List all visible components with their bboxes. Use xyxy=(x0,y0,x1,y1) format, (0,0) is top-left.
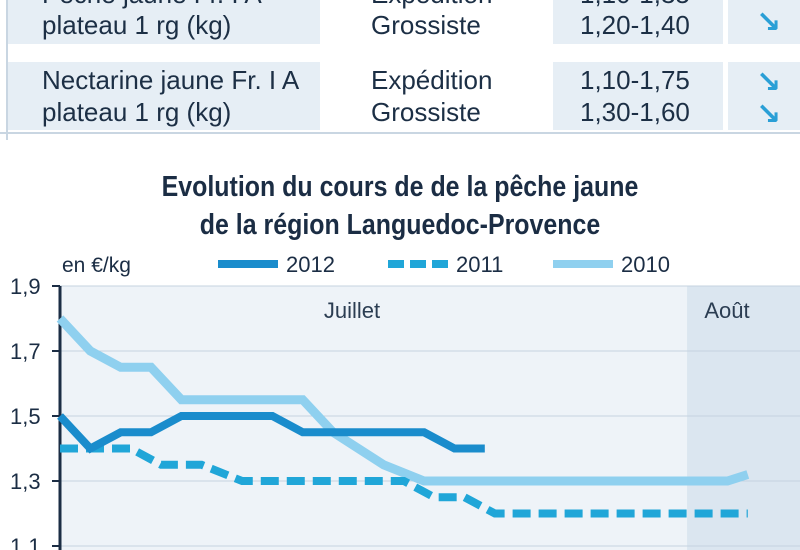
period-label: Juillet xyxy=(324,298,380,323)
price-range: 1,10-1,75 xyxy=(580,65,690,95)
y-tick-label: 1,9 xyxy=(10,274,41,299)
price-range: 1,10-1,35 xyxy=(580,0,690,10)
y-tick-label: 1,3 xyxy=(10,469,41,494)
series-lines xyxy=(56,315,750,518)
row-trend-band xyxy=(728,0,800,44)
period-bands: Juillet Août xyxy=(60,286,800,550)
row-price-band xyxy=(553,62,723,130)
series-line-2012 xyxy=(57,412,485,454)
price-range: 1,30-1,60 xyxy=(580,97,690,127)
price-evolution-chart: Juillet Août 1,91,71,51,31,1en €/kg 2012 2… xyxy=(10,252,800,550)
legend-label-2011: 2011 xyxy=(456,252,503,277)
legend: 2012 2011 2010 xyxy=(218,252,670,277)
price-table: Pêche jaune Fr. I A plateau 1 rg (kg) Ex… xyxy=(0,0,800,140)
down-right-arrow-icon: ↘ xyxy=(756,98,782,131)
table-left-border xyxy=(0,0,8,140)
market-stage: Expédition xyxy=(371,65,493,95)
table-bottom-border xyxy=(0,132,800,134)
row-trend-band xyxy=(728,62,800,130)
product-name: Pêche jaune Fr. I A xyxy=(42,0,262,10)
down-right-arrow-icon: ↘ xyxy=(756,66,782,99)
product-unit: plateau 1 rg (kg) xyxy=(42,97,232,127)
market-stage: Grossiste xyxy=(371,10,481,40)
chart-title: Evolution du cours de de la pêche jaune xyxy=(161,171,639,203)
series-line-2010 xyxy=(56,315,750,486)
market-stage: Grossiste xyxy=(371,97,481,127)
legend-label-2010: 2010 xyxy=(621,252,670,277)
y-axis: 1,9 1,7 1,5 1,3 1,1 en €/kg xyxy=(10,254,131,550)
row-description-band xyxy=(8,62,320,130)
chart-subtitle: de la région Languedoc-Provence xyxy=(199,209,601,241)
table-row: Nectarine jaune Fr. I A plateau 1 rg (kg… xyxy=(8,62,800,130)
product-unit: plateau 1 rg (kg) xyxy=(42,10,232,40)
y-tick-label: 1,5 xyxy=(10,404,41,429)
table-row: Pêche jaune Fr. I A plateau 1 rg (kg) Ex… xyxy=(8,0,800,44)
period-band-shaded xyxy=(687,286,800,550)
price-range: 1,20-1,40 xyxy=(580,10,690,40)
row-price-band xyxy=(553,0,723,44)
y-tick-label: 1,7 xyxy=(10,339,41,364)
legend-label-2012: 2012 xyxy=(286,252,335,277)
row-description-band xyxy=(8,0,320,44)
period-label: Août xyxy=(704,298,749,323)
down-right-arrow-icon: ↘ xyxy=(756,0,781,6)
series-line-2011 xyxy=(60,444,748,518)
product-name: Nectarine jaune Fr. I A xyxy=(42,65,300,95)
y-axis-label: en €/kg xyxy=(62,254,131,277)
down-right-arrow-icon: ↘ xyxy=(756,6,782,39)
market-stage: Expédition xyxy=(371,0,492,10)
y-tick-label: 1,1 xyxy=(10,534,41,550)
